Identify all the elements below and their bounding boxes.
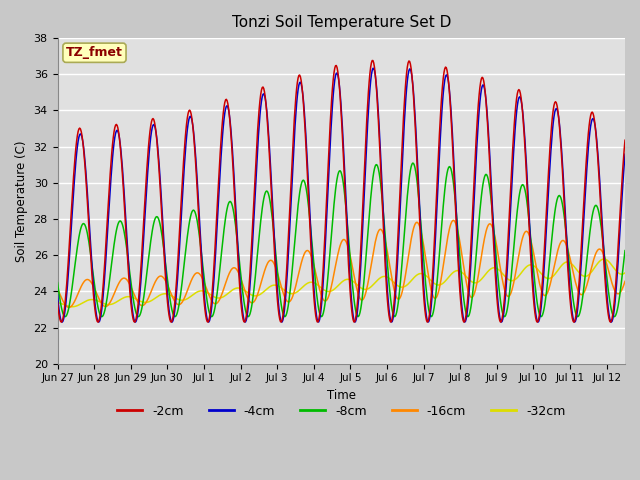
- Legend: -2cm, -4cm, -8cm, -16cm, -32cm: -2cm, -4cm, -8cm, -16cm, -32cm: [112, 400, 570, 422]
- Y-axis label: Soil Temperature (C): Soil Temperature (C): [15, 140, 28, 262]
- X-axis label: Time: Time: [327, 389, 356, 402]
- Title: Tonzi Soil Temperature Set D: Tonzi Soil Temperature Set D: [232, 15, 451, 30]
- Text: TZ_fmet: TZ_fmet: [66, 46, 123, 59]
